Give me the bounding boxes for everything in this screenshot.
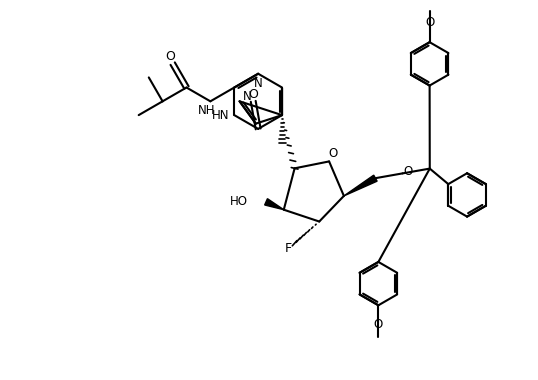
Text: O: O: [328, 147, 338, 160]
Text: O: O: [249, 88, 258, 101]
Text: N: N: [243, 90, 252, 103]
Polygon shape: [265, 199, 284, 210]
Text: HN: HN: [212, 109, 229, 122]
Text: O: O: [425, 16, 434, 29]
Text: F: F: [285, 242, 292, 255]
Text: O: O: [165, 50, 175, 63]
Text: O: O: [374, 318, 383, 331]
Text: HO: HO: [230, 195, 249, 208]
Polygon shape: [344, 175, 377, 196]
Text: NH: NH: [197, 104, 215, 117]
Text: N: N: [254, 77, 263, 90]
Text: O: O: [403, 165, 412, 178]
